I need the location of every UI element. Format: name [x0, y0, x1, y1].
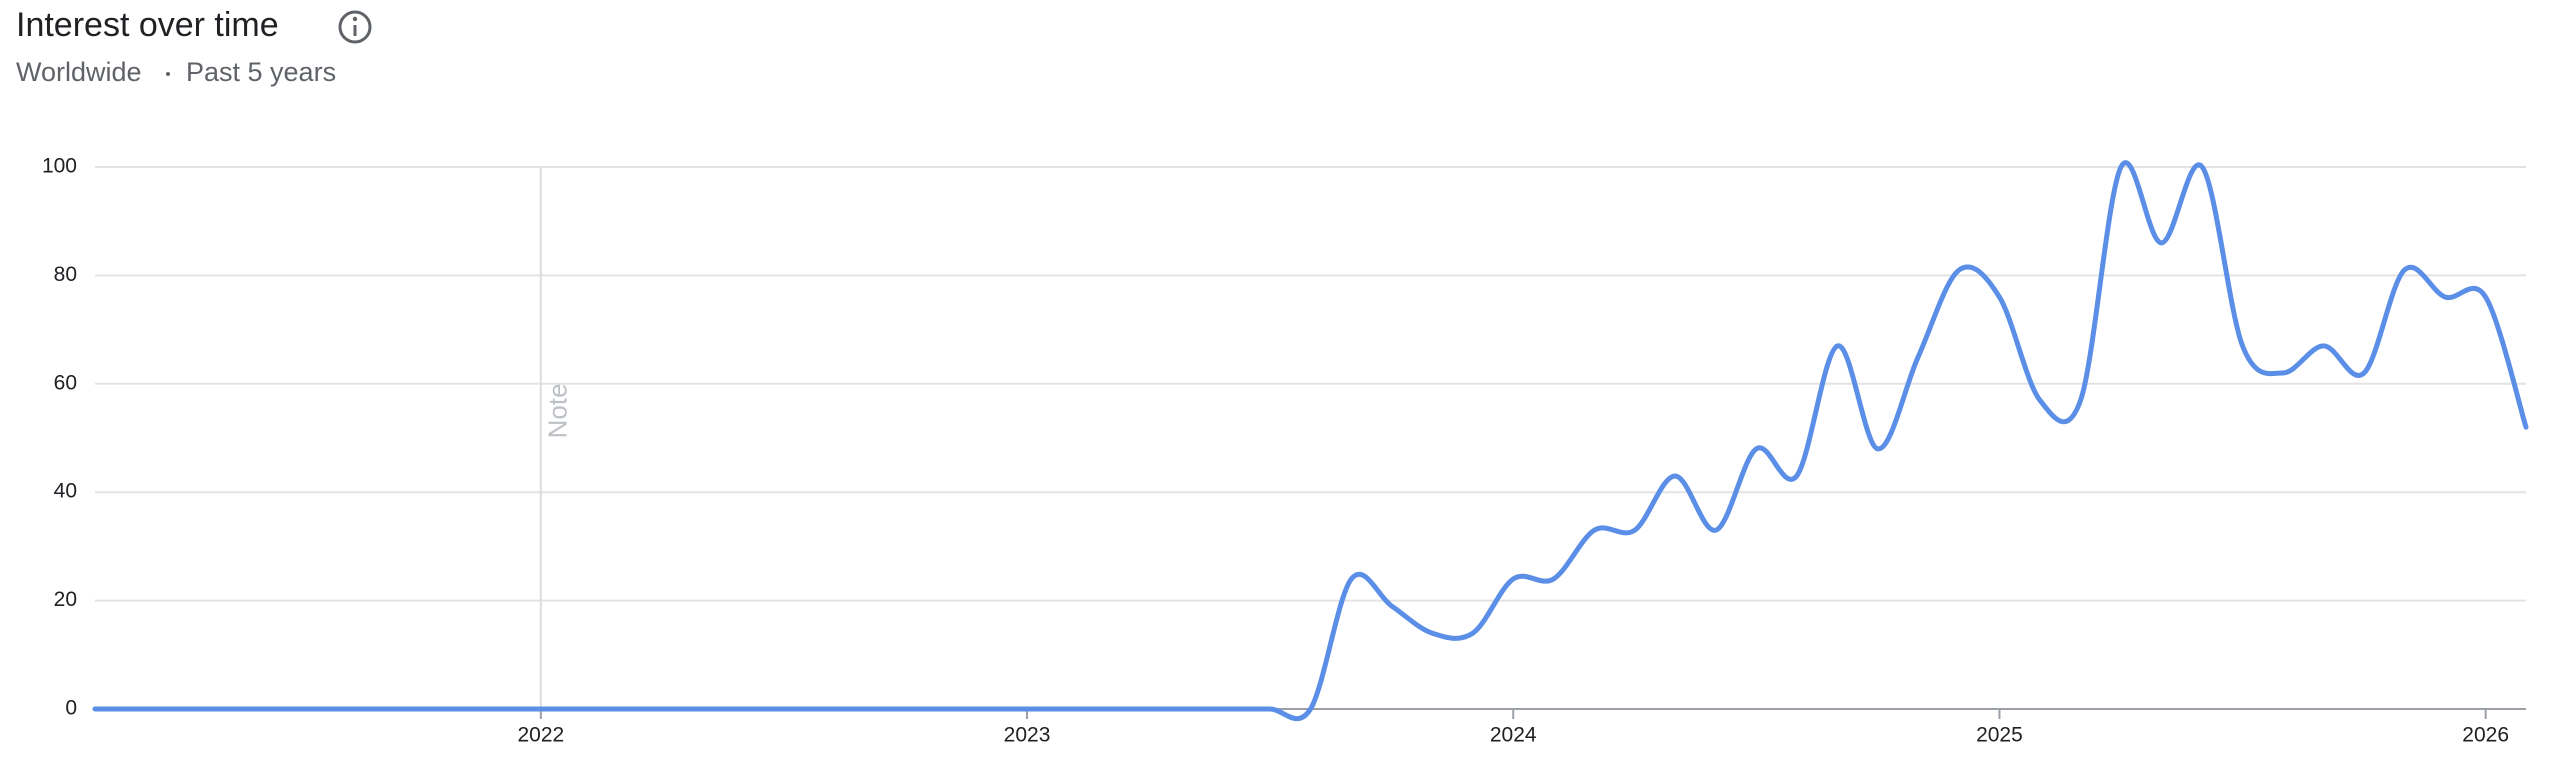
y-tick-label: 0 [65, 697, 77, 720]
y-tick-label: 20 [54, 588, 77, 611]
x-tick-label: 2025 [1976, 724, 2023, 747]
info-icon-ring[interactable] [338, 10, 372, 44]
trend-line [92, 160, 2529, 722]
subtitle-region: Worldwide [16, 57, 142, 87]
subtitle-period: Past 5 years [186, 57, 336, 87]
x-tick-label: 2024 [1490, 724, 1537, 747]
info-icon-dot[interactable] [352, 16, 358, 22]
chart-title: Interest over time [16, 6, 279, 44]
y-tick-label: 100 [42, 155, 77, 178]
y-tick-label: 60 [54, 371, 77, 394]
separator-dot [166, 72, 170, 76]
y-tick-label: 80 [54, 263, 77, 286]
y-tick-label: 40 [54, 480, 77, 503]
note-label: Note [543, 383, 573, 438]
info-icon[interactable] [338, 10, 372, 44]
x-tick-label: 2026 [2462, 724, 2509, 747]
x-tick-label: 2022 [517, 724, 564, 747]
x-tick-label: 2023 [1004, 724, 1051, 747]
